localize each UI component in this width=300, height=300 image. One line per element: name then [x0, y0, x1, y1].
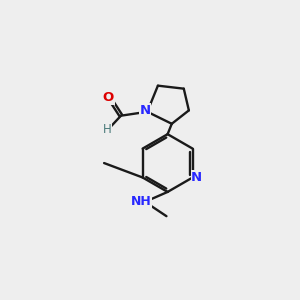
Text: N: N: [140, 104, 151, 117]
Text: NH: NH: [130, 195, 151, 208]
Text: N: N: [191, 171, 202, 184]
Text: O: O: [103, 92, 114, 104]
Text: H: H: [103, 123, 111, 136]
